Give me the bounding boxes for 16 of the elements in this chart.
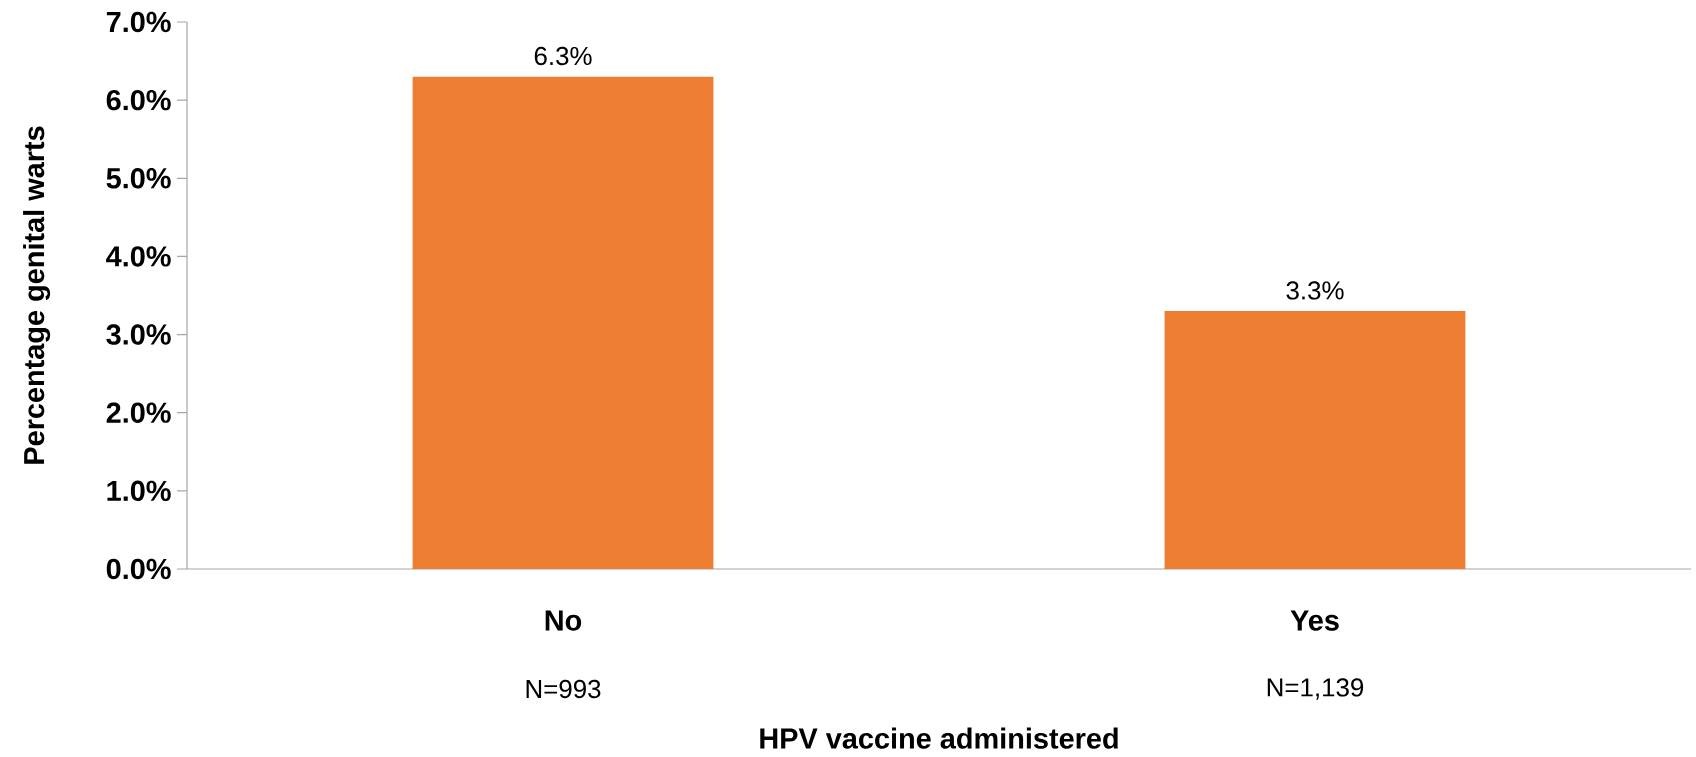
y-tick-label: 4.0% <box>106 246 171 267</box>
y-tick-label: 2.0% <box>106 402 171 423</box>
y-tick-label: 6.0% <box>106 89 171 111</box>
x-axis-title: HPV vaccine administered <box>760 727 1118 749</box>
text: N=1,139 <box>1267 678 1364 700</box>
y-tick-label: 3.0% <box>106 324 171 345</box>
data-label: 6.3% <box>534 46 592 66</box>
x-tick-label: Yes <box>1290 610 1339 631</box>
y-tick-label: 0.0% <box>106 558 171 580</box>
data-label: 3.3% <box>1286 281 1344 300</box>
y-tick-label: 1.0% <box>107 480 171 502</box>
x-tick-label: No <box>545 610 582 631</box>
y-axis-title: Percentage genital warts <box>23 126 51 464</box>
y-tick-label: 7.0% <box>106 11 171 33</box>
y-tick-label: 5.0% <box>106 168 171 189</box>
text: N=993 <box>526 679 601 699</box>
